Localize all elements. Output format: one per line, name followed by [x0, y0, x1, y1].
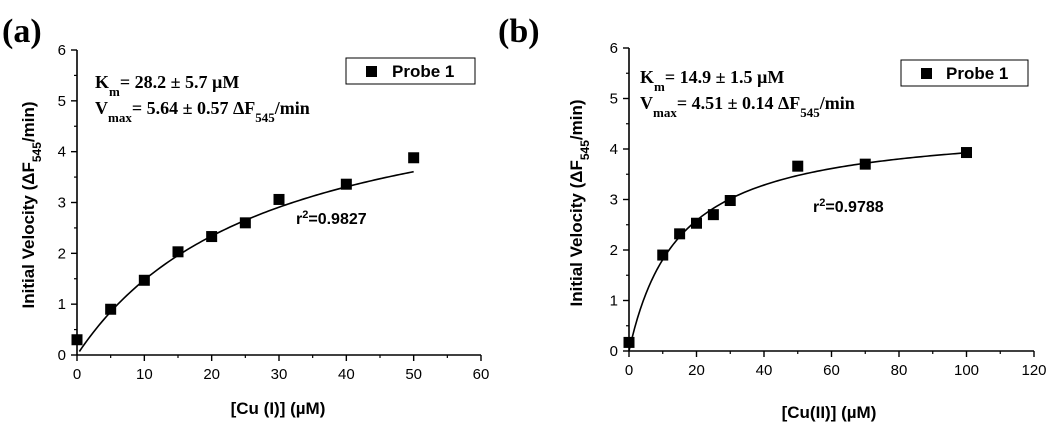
- km-annotation-a: Km= 28.2 ± 5.7 µM: [95, 72, 239, 99]
- km-annotation-b: Km= 14.9 ± 1.5 µM: [640, 67, 784, 94]
- x-tick-label-b: 120: [1021, 362, 1046, 379]
- data-point-b: [674, 228, 686, 240]
- r2-annotation-a: r2=0.9827: [296, 209, 367, 228]
- legend-label-b: Probe 1: [946, 64, 1008, 83]
- x-tick-label-a: 50: [405, 366, 422, 383]
- y-axis-title-b: Initial Velocity (ΔF545/min): [567, 100, 592, 307]
- data-point-b: [623, 336, 635, 348]
- y-tick-label-a: 6: [58, 42, 66, 59]
- y-tick-label-b: 5: [610, 91, 618, 108]
- data-point-a: [138, 274, 150, 286]
- panel-b: (b) Initial Velocity (ΔF545/min) [Cu(II)…: [498, 13, 1029, 422]
- y-tick-label-b: 2: [610, 242, 618, 259]
- x-tick-label-b: 0: [625, 362, 633, 379]
- x-tick-label-a: 60: [473, 366, 490, 383]
- y-tick-label-b: 6: [610, 40, 618, 57]
- data-point-b: [691, 217, 702, 229]
- y-tick-label-b: 0: [610, 343, 618, 360]
- plot-area-a: 0 10 20 30 40 50 60 0 1 2 3 4 5 6: [58, 42, 490, 383]
- data-point-a: [239, 217, 251, 229]
- plot-area-b: 0 20 40 60 80 100 120 0 1 2 3 4 5 6: [610, 40, 1047, 379]
- panel-label-b: (b): [498, 13, 540, 50]
- data-point-a: [71, 334, 83, 346]
- legend-b: Probe 1: [900, 59, 1029, 87]
- r2-annotation-b: r2=0.9788: [813, 197, 884, 216]
- legend-a: Probe 1: [345, 57, 476, 85]
- x-tick-label-a: 0: [73, 366, 81, 383]
- data-point-a: [172, 246, 184, 258]
- y-tick-label-a: 5: [58, 93, 66, 110]
- data-point-b: [792, 160, 804, 172]
- vmax-annotation-b: Vmax= 4.51 ± 0.14 ΔF545/min: [640, 93, 855, 120]
- x-tick-label-a: 10: [136, 366, 153, 383]
- data-point-a: [206, 231, 218, 243]
- y-tick-label-b: 1: [610, 293, 618, 310]
- legend-marker-b: [921, 68, 932, 79]
- data-point-a: [105, 303, 117, 315]
- y-tick-label-a: 4: [58, 144, 66, 161]
- panel-label-a: (a): [2, 13, 42, 50]
- y-tick-label-a: 2: [58, 245, 66, 262]
- x-tick-label-b: 20: [688, 362, 705, 379]
- y-tick-label-a: 1: [58, 296, 66, 313]
- y-tick-label-a: 3: [58, 195, 66, 212]
- data-point-a: [340, 178, 352, 190]
- fit-curve-b: [628, 151, 967, 352]
- data-point-b: [859, 158, 871, 170]
- fit-curve-a: [78, 170, 414, 352]
- legend-marker-a: [366, 66, 377, 77]
- data-point-a: [408, 152, 420, 164]
- data-point-b: [961, 147, 972, 159]
- y-axis-title-a: Initial Velocity (ΔF545/min): [19, 102, 44, 309]
- vmax-annotation-a: Vmax= 5.64 ± 0.57 ΔF545/min: [95, 98, 310, 125]
- data-point-b: [657, 249, 669, 261]
- x-tick-label-a: 20: [203, 366, 220, 383]
- data-point-b: [707, 209, 719, 221]
- y-tick-label-b: 3: [610, 192, 618, 209]
- legend-label-a: Probe 1: [392, 62, 454, 81]
- panel-a: (a) Initial Velocity (ΔF545/min) [Cu (I)…: [2, 13, 476, 418]
- x-tick-label-b: 40: [756, 362, 773, 379]
- data-point-a: [273, 193, 285, 205]
- x-axis-title-b: [Cu(II)] (µM): [782, 403, 877, 422]
- y-tick-label-a: 0: [58, 347, 66, 364]
- x-tick-label-b: 80: [891, 362, 908, 379]
- data-point-b: [724, 195, 736, 207]
- x-axis-title-a: [Cu (I)] (µM): [231, 399, 326, 418]
- x-tick-label-b: 60: [823, 362, 840, 379]
- x-tick-label-a: 40: [338, 366, 355, 383]
- x-tick-label-a: 30: [271, 366, 288, 383]
- y-tick-label-b: 4: [610, 141, 618, 158]
- x-tick-label-b: 100: [954, 362, 979, 379]
